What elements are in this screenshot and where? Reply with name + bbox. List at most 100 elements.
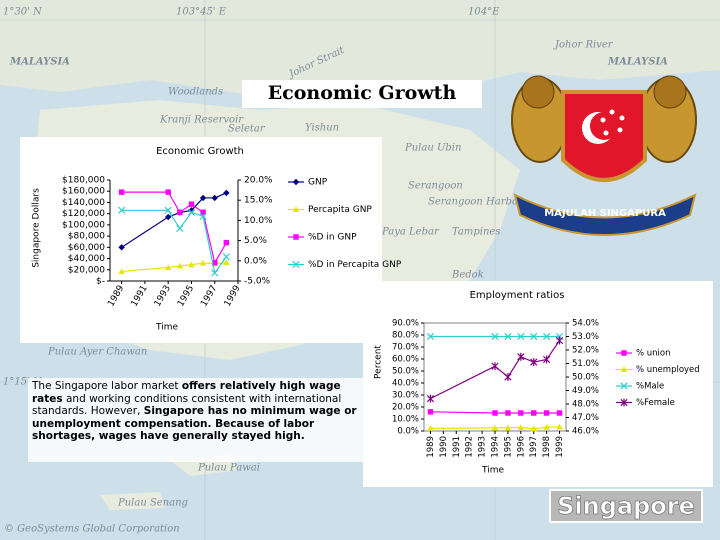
point xyxy=(164,213,172,221)
y-tick-label: $140,000 xyxy=(62,198,105,208)
point xyxy=(530,358,538,367)
paragraph-run: Singapore has no minimum wage or unemplo… xyxy=(32,405,357,443)
legend-marker xyxy=(620,366,628,373)
x-tick-label: 1991 xyxy=(452,436,462,458)
x-tick-label: 1996 xyxy=(516,436,526,458)
point xyxy=(543,355,551,364)
point xyxy=(188,261,195,268)
y2-tick-label: 48.0% xyxy=(572,400,599,410)
map-label: 103°45' E xyxy=(176,7,227,18)
point xyxy=(517,332,525,341)
map-label: Serangoon xyxy=(408,181,463,192)
point xyxy=(118,268,125,275)
map-label: Serangoon Harbor xyxy=(428,197,524,208)
y-tick-label: $160,000 xyxy=(62,187,105,197)
badge-text: Singapore xyxy=(557,492,695,520)
point xyxy=(211,269,219,277)
legend-label: % unemployed xyxy=(636,365,700,375)
map-labels: 1°30' N 103°45' E 104°E MALAYSIA MALAYSIA Joh… xyxy=(3,7,668,535)
legend-label: Percapita GNP xyxy=(308,205,372,215)
x-tick-label: 1994 xyxy=(491,436,501,458)
point xyxy=(427,409,434,415)
chart: Employment ratios 0.0% 10.0% 20.0% 30.0% 40.0… xyxy=(363,281,713,487)
point xyxy=(118,244,125,251)
y-tick-label: $80,000 xyxy=(68,232,105,242)
y2-tick-label: 54.0% xyxy=(572,319,599,329)
legend-label: %Male xyxy=(636,382,664,392)
point xyxy=(223,239,230,246)
y2-tick-label: 0.0% xyxy=(244,256,267,266)
map-label: Pulau Ubin xyxy=(404,143,461,154)
point xyxy=(164,206,172,214)
paragraph-run: The Singapore labor market xyxy=(32,380,182,392)
y2-tick-label: 5.0% xyxy=(244,236,267,246)
y-tick-label: 20.0% xyxy=(392,403,419,413)
map-label: MALAYSIA xyxy=(9,57,70,68)
point xyxy=(176,224,184,233)
legend-label: % union xyxy=(636,349,671,359)
point xyxy=(530,425,537,432)
map-label: Paya Lebar xyxy=(381,227,440,238)
y-tick-label: 60.0% xyxy=(392,355,419,365)
point xyxy=(543,410,550,416)
land-north xyxy=(0,0,720,95)
y-tick-label: 70.0% xyxy=(392,343,419,353)
point xyxy=(504,424,512,431)
point xyxy=(212,260,218,266)
map-label: Kranji Reservoir xyxy=(159,115,244,126)
y-tick-label: 80.0% xyxy=(392,331,419,341)
point xyxy=(199,212,207,220)
y2-tick-label: 20.0% xyxy=(244,176,273,186)
point xyxy=(188,201,195,207)
x-axis-title: Time xyxy=(481,466,504,476)
point xyxy=(504,373,512,381)
charts: Economic Growth $- $20,000$40,000$60,000$8… xyxy=(20,137,713,487)
legend-label: %D in GNP xyxy=(308,233,357,243)
chart-title: Economic Growth xyxy=(156,146,244,157)
y-tick-label: $180,000 xyxy=(62,176,105,186)
point xyxy=(517,424,525,430)
slide-title: Economic Growth xyxy=(268,82,457,104)
paragraph-run: offers relatively high wage rates xyxy=(32,380,341,405)
x-tick-label: 1998 xyxy=(542,436,552,458)
point xyxy=(543,423,550,430)
point xyxy=(491,362,499,371)
point xyxy=(556,423,563,430)
map-label: Pulau Ayer Chawan xyxy=(47,347,147,358)
point xyxy=(531,410,537,416)
point xyxy=(426,332,435,341)
y2-tick-label: 46.0% xyxy=(572,427,599,437)
title-box xyxy=(242,80,482,108)
y2-tick-label: 47.0% xyxy=(572,413,599,423)
point xyxy=(176,262,184,269)
x-axis-title: Time xyxy=(155,323,178,333)
legend-label: %Female xyxy=(636,398,675,408)
paragraph-run: and working conditions consistent with i… xyxy=(32,392,342,418)
y-axis-title: Percent xyxy=(374,345,384,379)
legend-label: GNP xyxy=(308,178,328,188)
point xyxy=(543,332,551,341)
y-tick-label: 0.0% xyxy=(397,427,419,437)
y2-tick-label: 51.0% xyxy=(572,359,599,369)
legend-label: %D in Percapita GNP xyxy=(308,260,402,270)
y-tick-label: $100,000 xyxy=(62,220,105,230)
point xyxy=(223,259,230,266)
chart: Economic Growth $- $20,000$40,000$60,000$8… xyxy=(20,137,402,343)
point xyxy=(165,189,171,195)
map-label: Pulau Pawai xyxy=(197,463,260,474)
point xyxy=(211,194,218,202)
point xyxy=(188,207,195,214)
point xyxy=(518,410,524,416)
y2-tick-label: 50.0% xyxy=(572,373,599,383)
map-label: 104°E xyxy=(468,7,500,18)
badge-box xyxy=(549,489,703,523)
point xyxy=(223,189,230,197)
map-label: Tampines xyxy=(452,227,500,238)
point xyxy=(491,332,499,341)
map-label: Pulau Senang xyxy=(117,498,188,509)
point xyxy=(504,332,512,341)
y-tick-label: 30.0% xyxy=(392,391,419,401)
land-ubin xyxy=(395,138,450,158)
